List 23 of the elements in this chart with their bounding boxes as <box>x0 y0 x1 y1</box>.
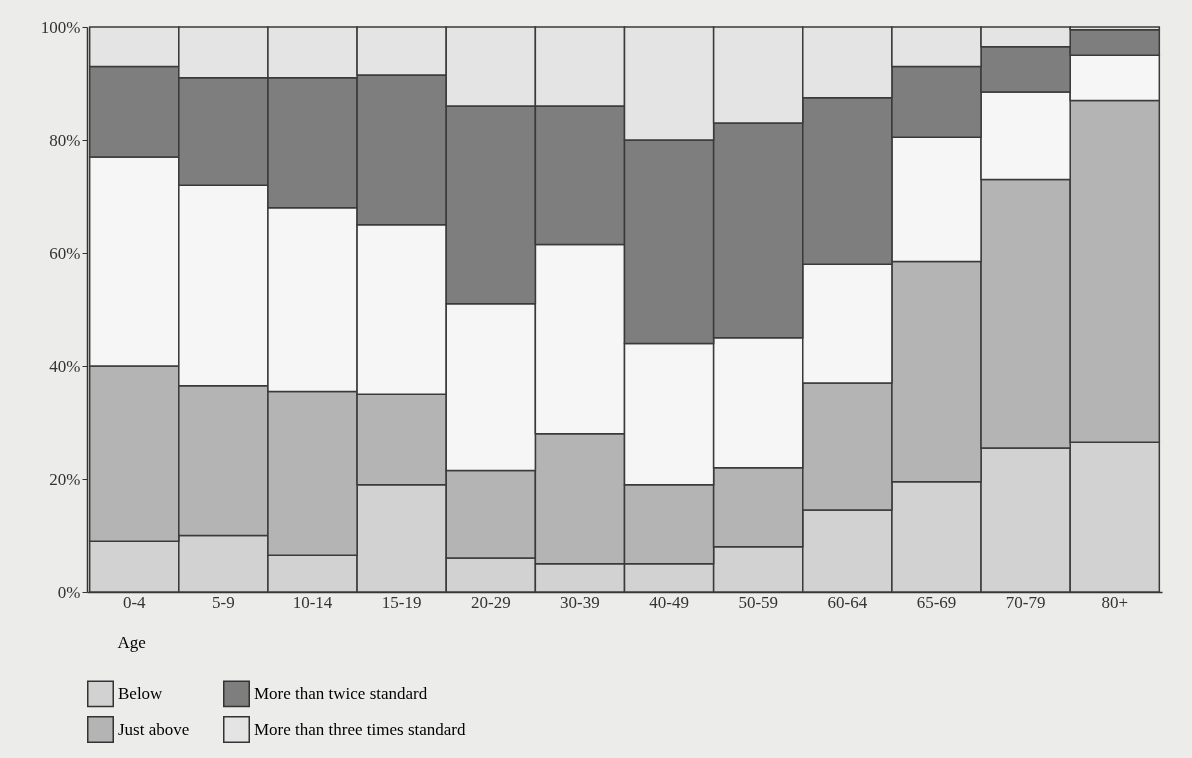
y-tick-label: 100% <box>40 17 81 37</box>
legend-label: More than twice standard <box>254 683 428 703</box>
x-axis-title: Age <box>117 632 146 652</box>
x-tick-label: 65-69 <box>916 592 957 612</box>
x-tick-label: 30-39 <box>560 592 600 612</box>
x-tick-label: 5-9 <box>212 592 235 612</box>
legend-label: Just above <box>118 719 190 739</box>
y-tick-label: 20% <box>49 469 81 489</box>
x-tick-label: 20-29 <box>470 592 511 612</box>
legend-label: Below <box>118 683 164 703</box>
x-tick-label: 50-59 <box>738 592 779 612</box>
x-tick-label: 40-49 <box>649 592 689 612</box>
x-tick-label: 80+ <box>1101 592 1129 612</box>
y-tick-label: 40% <box>49 356 81 376</box>
x-tick-label: 10-14 <box>292 592 333 612</box>
y-tick-label: 80% <box>49 130 81 150</box>
y-tick-label: 0% <box>57 582 81 602</box>
x-tick-label: 15-19 <box>381 592 422 612</box>
legend-label: More than three times standard <box>254 719 466 739</box>
y-tick-label: 60% <box>49 243 81 263</box>
x-tick-label: 0-4 <box>122 592 147 612</box>
x-tick-label: 60-64 <box>827 592 868 612</box>
x-tick-label: 70-79 <box>1005 592 1046 612</box>
